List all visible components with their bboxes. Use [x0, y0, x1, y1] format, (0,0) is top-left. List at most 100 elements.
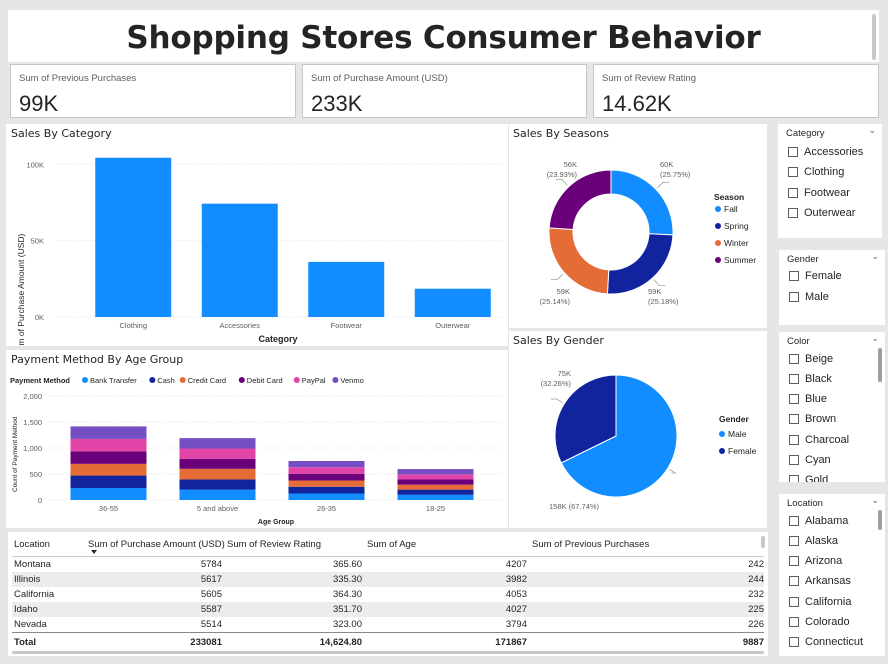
slicer-item-male[interactable]: Male — [789, 290, 829, 304]
stacked-bar-segment — [288, 480, 365, 487]
checkbox[interactable] — [789, 576, 799, 586]
color-slicer[interactable]: Color ⌄ Beige Black Blue Brown Charcoal … — [779, 332, 885, 482]
checkbox[interactable] — [789, 597, 799, 607]
slicer-item-gold[interactable]: Gold — [789, 473, 828, 482]
gender-slicer[interactable]: Gender ⌄ Female Male — [779, 250, 885, 325]
kpi-card-review-rating[interactable]: Sum of Review Rating 14.62K — [593, 64, 879, 118]
column-header-location[interactable]: Location — [14, 539, 50, 550]
slicer-item-beige[interactable]: Beige — [789, 352, 833, 366]
checkbox[interactable] — [789, 556, 799, 566]
column-header-purchase-amount[interactable]: Sum of Purchase Amount (USD) — [88, 539, 225, 550]
checkbox[interactable] — [789, 455, 799, 465]
legend-item: Winter — [724, 238, 749, 248]
data-label: 59K — [557, 287, 570, 296]
checkbox[interactable] — [789, 292, 799, 302]
legend-marker — [715, 240, 721, 246]
checkbox[interactable] — [788, 167, 798, 177]
slicer-item-blue[interactable]: Blue — [789, 392, 827, 406]
donut-slice — [548, 227, 610, 295]
slicer-item-label: Female — [805, 270, 842, 282]
chevron-down-icon[interactable]: ⌄ — [871, 334, 879, 344]
table-row[interactable]: Montana 5784 365.60 4207 242 — [12, 557, 764, 572]
slicer-item-alabama[interactable]: Alabama — [789, 514, 848, 528]
category-slicer[interactable]: Category ⌄ Accessories Clothing Footwear… — [778, 124, 882, 238]
checkbox[interactable] — [789, 617, 799, 627]
chart-title: Sales By Category — [11, 127, 112, 140]
legend-title: Gender — [719, 414, 749, 424]
total-cell: 233081 — [190, 637, 222, 648]
chevron-down-icon[interactable]: ⌄ — [868, 126, 876, 136]
title-scrollbar[interactable] — [872, 14, 876, 60]
y-tick-label: 0 — [38, 496, 42, 505]
slicer-title: Category — [786, 128, 825, 139]
legend-marker — [82, 377, 88, 383]
checkbox[interactable] — [789, 394, 799, 404]
kpi-card-purchase-amount[interactable]: Sum of Purchase Amount (USD) 233K — [302, 64, 587, 118]
slicer-item-label: Brown — [805, 413, 837, 425]
stacked-bar-segment — [288, 486, 365, 494]
sales-by-gender-visual[interactable]: Sales By Gender Gender 158K (67.74%) 75K(… — [509, 331, 767, 528]
kpi-card-previous-purchases[interactable]: Sum of Previous Purchases 99K — [10, 64, 296, 118]
slicer-item-cyan[interactable]: Cyan — [789, 453, 831, 467]
slicer-item-label: Alaska — [805, 535, 839, 547]
sales-by-seasons-visual[interactable]: Sales By Seasons Season 60K (25.75%) 59K (2… — [509, 124, 767, 328]
slicer-scrollbar[interactable] — [878, 510, 882, 530]
slicer-item-alaska[interactable]: Alaska — [789, 534, 838, 548]
table-row[interactable]: Idaho 5587 351.70 4027 225 — [12, 602, 764, 617]
checkbox[interactable] — [788, 188, 798, 198]
slicer-item-clothing[interactable]: Clothing — [788, 165, 844, 179]
data-label: 158K (67.74%) — [549, 502, 600, 511]
slicer-item-arizona[interactable]: Arizona — [789, 554, 842, 568]
value-cell: 5784 — [200, 559, 222, 570]
slicer-item-label: Black — [805, 373, 832, 385]
checkbox[interactable] — [789, 637, 799, 647]
location-table[interactable]: Location Sum of Purchase Amount (USD) Su… — [8, 532, 768, 656]
checkbox[interactable] — [789, 354, 799, 364]
checkbox[interactable] — [789, 475, 799, 482]
slicer-title: Color — [787, 336, 810, 347]
checkbox[interactable] — [789, 414, 799, 424]
slicer-item-colorado[interactable]: Colorado — [789, 615, 850, 629]
payment-method-visual[interactable]: Payment Method By Age Group Payment Meth… — [6, 350, 508, 528]
table-scrollbar[interactable] — [761, 536, 765, 548]
sales-by-category-visual[interactable]: Sales By Category Sum of Purchase Amount… — [6, 124, 508, 346]
slicer-item-connecticut[interactable]: Connecticut — [789, 635, 863, 649]
legend-item: Venmo — [340, 376, 363, 385]
slicer-scrollbar[interactable] — [878, 348, 882, 382]
checkbox[interactable] — [789, 374, 799, 384]
chevron-down-icon[interactable]: ⌄ — [871, 496, 879, 506]
slicer-item-black[interactable]: Black — [789, 372, 832, 386]
table-row[interactable]: Nevada 5514 323.00 3794 226 — [12, 617, 764, 632]
checkbox[interactable] — [789, 435, 799, 445]
column-header-review-rating[interactable]: Sum of Review Rating — [227, 539, 321, 550]
slicer-item-label: California — [805, 596, 852, 608]
slicer-item-footwear[interactable]: Footwear — [788, 186, 850, 200]
location-slicer[interactable]: Location ⌄ Alabama Alaska Arizona Arkans… — [779, 494, 885, 656]
slicer-item-arkansas[interactable]: Arkansas — [789, 574, 851, 588]
x-tick-label: 36-55 — [99, 504, 118, 513]
legend-item: Summer — [724, 255, 756, 265]
slicer-item-outerwear[interactable]: Outerwear — [788, 206, 855, 220]
slicer-item-accessories[interactable]: Accessories — [788, 145, 863, 159]
sort-desc-icon[interactable] — [91, 550, 97, 554]
slicer-item-charcoal[interactable]: Charcoal — [789, 433, 849, 447]
column-header-age[interactable]: Sum of Age — [367, 539, 417, 550]
checkbox[interactable] — [789, 516, 799, 526]
slicer-item-female[interactable]: Female — [789, 269, 842, 283]
stacked-bar-segment — [70, 475, 147, 489]
legend-marker — [179, 377, 186, 383]
table-row[interactable]: Illinois 5617 335.30 3982 244 — [12, 572, 764, 587]
column-header-previous-purchases[interactable]: Sum of Previous Purchases — [532, 539, 650, 550]
checkbox[interactable] — [789, 536, 799, 546]
slicer-item-california[interactable]: California — [789, 595, 851, 609]
checkbox[interactable] — [789, 271, 799, 281]
checkbox[interactable] — [788, 147, 798, 157]
y-axis-title: Sum of Purchase Amount (USD) — [16, 233, 26, 346]
chevron-down-icon[interactable]: ⌄ — [871, 252, 879, 262]
table-horizontal-scrollbar[interactable] — [12, 651, 764, 654]
slicer-item-brown[interactable]: Brown — [789, 412, 836, 426]
table-row[interactable]: California 5605 364.30 4053 232 — [12, 587, 764, 602]
sales-by-category-chart: Sum of Purchase Amount (USD) Category 0K… — [16, 157, 502, 346]
value-cell: 351.70 — [332, 604, 362, 615]
checkbox[interactable] — [788, 208, 798, 218]
